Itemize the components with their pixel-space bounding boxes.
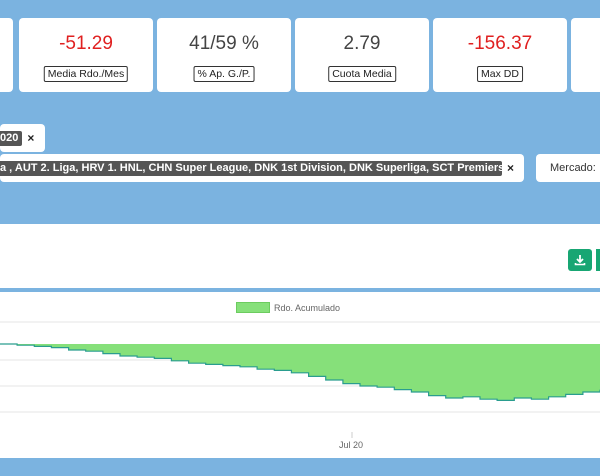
league-filter-chip[interactable]: a , AUT 2. Liga, HRV 1. HNL, CHN Super L… [0,154,524,182]
stat-card-partial-left [0,18,13,92]
bottom-band [0,458,600,476]
stat-value: 2.79 [343,33,381,54]
stat-card-cuota-media: 2.79 Cuota Media [295,18,429,92]
series-area-rdo-acumulado [0,344,600,401]
remove-year-filter-icon[interactable]: × [27,131,35,145]
chart-container [0,292,600,458]
stat-card-ap-gp: 41/59 % % Ap. G./P. [157,18,291,92]
stat-label: % Ap. G./P. [193,66,255,82]
year-filter-chip[interactable]: 020 × [0,124,45,152]
stat-card-max-dd: -156.37 Max DD [433,18,567,92]
series-line-rdo-acumulado [0,343,600,401]
stat-value: -51.29 [59,33,113,54]
stat-label: Cuota Media [328,66,396,82]
remove-league-filter-icon[interactable]: × [507,161,515,175]
stat-card-partial-right [571,18,600,92]
stat-value: -156.37 [467,33,533,54]
chart-toolbar [0,224,600,288]
export-button-partial[interactable] [596,249,600,271]
mercado-select[interactable]: Mercado: [536,154,600,182]
league-filter-tag: a , AUT 2. Liga, HRV 1. HNL, CHN Super L… [0,160,502,176]
stat-card-media-rdo-mes: -51.29 Media Rdo./Mes [19,18,153,92]
year-filter-tag: 020 [0,130,23,146]
stat-value: 41/59 % [189,33,259,54]
legend-swatch [236,302,270,313]
download-button[interactable] [568,249,592,271]
legend-label: Rdo. Acumulado [274,302,341,313]
chart-legend[interactable]: Rdo. Acumulado [236,302,340,313]
stat-label: Max DD [477,66,523,82]
stat-label: Media Rdo./Mes [43,66,129,82]
x-tick-label: Jul 20 [339,440,364,450]
download-icon [574,255,586,266]
cumulative-result-chart [0,321,600,438]
